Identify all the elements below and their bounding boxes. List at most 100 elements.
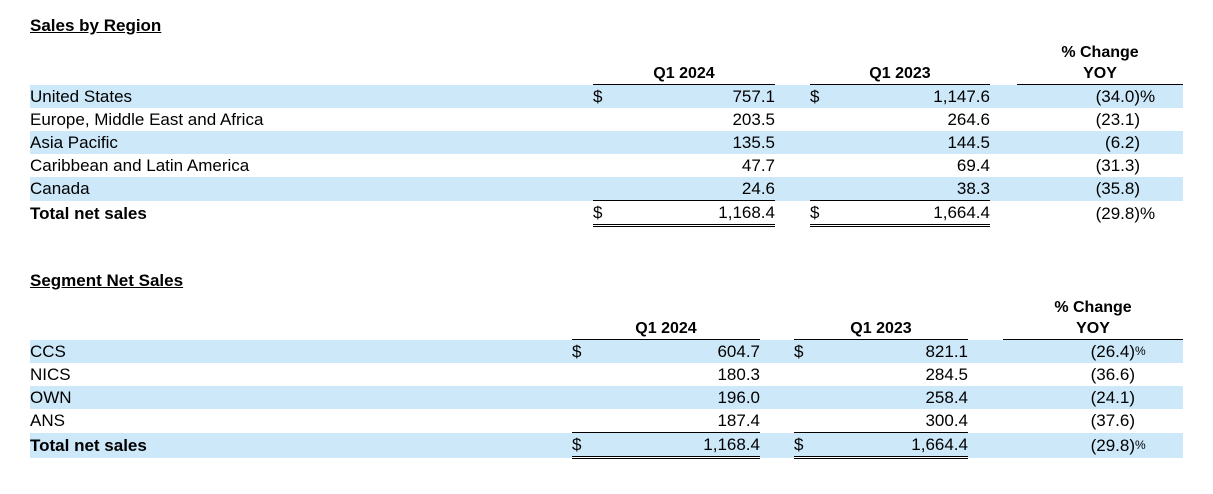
q1-2024-value: 196.0 <box>602 386 760 409</box>
spacer-cell <box>775 131 810 154</box>
percent-sign: % <box>1140 84 1183 108</box>
spacer-cell <box>760 386 794 409</box>
spacer-cell <box>968 363 1003 386</box>
pct-change-total: (29.8) <box>1003 432 1135 458</box>
pct-change-header: % Change <box>1054 299 1132 316</box>
table-row-ans: ANS 187.4 300.4 (37.6) <box>30 409 1183 433</box>
table-row-nics: NICS 180.3 284.5 (36.6) <box>30 363 1183 386</box>
percent-sign: % <box>1135 339 1183 363</box>
spacer-cell <box>593 42 775 63</box>
table-row-own: OWN 196.0 258.4 (24.1) <box>30 386 1183 409</box>
spacer-cell <box>968 409 1003 433</box>
currency-symbol: $ <box>794 432 824 459</box>
q1-2023-value: 284.5 <box>925 365 968 384</box>
currency-symbol: $ <box>593 200 625 227</box>
q1-2023-total: 1,664.4 <box>824 432 968 459</box>
currency-symbol: $ <box>572 339 602 363</box>
total-label: Total net sales <box>30 432 572 458</box>
currency-symbol <box>572 386 602 409</box>
spacer-cell <box>760 297 794 318</box>
currency-symbol: $ <box>794 339 824 363</box>
spacer-cell <box>30 297 572 318</box>
q1-2023-value: 144.5 <box>840 131 990 154</box>
percent-sign <box>1140 177 1183 201</box>
q1-2023-value: 821.1 <box>824 339 968 363</box>
table-row-asia-pacific: Asia Pacific 135.5 144.5 (6.2) <box>30 131 1183 154</box>
spacer-cell <box>775 63 810 85</box>
q1-2024-total: 1,168.4 <box>625 200 775 227</box>
spacer-cell <box>990 177 1017 201</box>
percent-sign <box>1140 108 1183 131</box>
percent-sign <box>1140 154 1183 177</box>
segment-net-sales-title: Segment Net Sales <box>30 271 184 290</box>
table-row-total-net-sales: Total net sales $ 1,168.4 $ 1,664.4 (29.… <box>30 432 1183 459</box>
q1-2023-value: 69.4 <box>956 156 990 175</box>
spacer-cell <box>760 339 794 363</box>
spacer-cell <box>30 42 593 63</box>
q1-2023-header: Q1 2023 <box>810 63 990 85</box>
percent-sign: % <box>1135 432 1183 458</box>
q1-2024-value: 135.5 <box>625 131 775 154</box>
spacer-cell <box>775 201 810 226</box>
spacer-cell <box>990 108 1017 131</box>
currency-symbol: $ <box>810 84 840 108</box>
region-label: Canada <box>30 177 593 201</box>
header-row-pct-change: % Change <box>30 297 1183 318</box>
pct-change-value: (26.4) <box>1003 339 1135 363</box>
q1-2024-header: Q1 2024 <box>572 318 760 340</box>
segment-label: NICS <box>30 365 71 384</box>
region-label: Caribbean and Latin America <box>30 156 250 175</box>
pct-change-value: (36.6) <box>1090 365 1135 384</box>
q1-2023-value: 264.6 <box>947 110 990 129</box>
total-label: Total net sales <box>30 203 147 223</box>
spacer-cell <box>775 154 810 177</box>
q1-2024-value: 180.3 <box>717 365 760 384</box>
pct-change-value: (34.0) <box>1017 84 1140 108</box>
currency-symbol <box>810 131 840 154</box>
table-row-ccs: CCS $ 604.7 $ 821.1 (26.4) % <box>30 339 1183 363</box>
spacer-cell <box>990 63 1017 85</box>
spacer-cell <box>968 339 1003 363</box>
percent-sign <box>1140 131 1183 154</box>
currency-symbol <box>794 409 824 433</box>
spacer-cell <box>760 409 794 433</box>
currency-symbol <box>572 409 602 433</box>
spacer-cell <box>990 131 1017 154</box>
currency-symbol: $ <box>572 432 602 459</box>
pct-change-value: (23.1) <box>1095 110 1140 129</box>
table-row-total-net-sales: Total net sales $ 1,168.4 $ 1,664.4 (29.… <box>30 200 1183 227</box>
yoy-header: YOY <box>1017 63 1183 85</box>
currency-symbol <box>572 363 602 386</box>
q1-2023-value: 38.3 <box>840 177 990 201</box>
q1-2024-header: Q1 2024 <box>593 63 775 85</box>
region-label: Asia Pacific <box>30 131 593 154</box>
spacer-cell <box>30 318 572 340</box>
percent-sign: % <box>1140 203 1156 223</box>
region-label: Europe, Middle East and Africa <box>30 110 264 129</box>
spacer-cell <box>760 432 794 458</box>
currency-symbol: $ <box>593 84 625 108</box>
percent-sign <box>1135 386 1183 409</box>
currency-symbol <box>593 154 625 177</box>
q1-2023-value: 1,147.6 <box>840 84 990 108</box>
currency-symbol <box>810 154 840 177</box>
table-row-canada: Canada 24.6 38.3 (35.8) <box>30 177 1183 201</box>
spacer-cell <box>775 108 810 131</box>
spacer-cell <box>30 63 593 85</box>
sales-by-region-title: Sales by Region <box>30 16 162 35</box>
spacer-cell <box>990 154 1017 177</box>
spacer-cell <box>794 297 968 318</box>
currency-symbol <box>810 177 840 201</box>
header-row-periods: Q1 2024 Q1 2023 YOY <box>30 318 1183 340</box>
pct-change-value: (24.1) <box>1003 386 1135 409</box>
spacer-cell <box>810 42 990 63</box>
q1-2024-value: 47.7 <box>741 156 775 175</box>
spacer-cell <box>775 84 810 108</box>
table-row-emea: Europe, Middle East and Africa 203.5 264… <box>30 108 1183 131</box>
pct-change-value: (35.8) <box>1017 177 1140 201</box>
pct-change-total: (29.8) <box>1095 203 1140 223</box>
currency-symbol <box>593 108 625 131</box>
table-row-united-states: United States $ 757.1 $ 1,147.6 (34.0) % <box>30 84 1183 108</box>
segment-label: ANS <box>30 411 65 431</box>
